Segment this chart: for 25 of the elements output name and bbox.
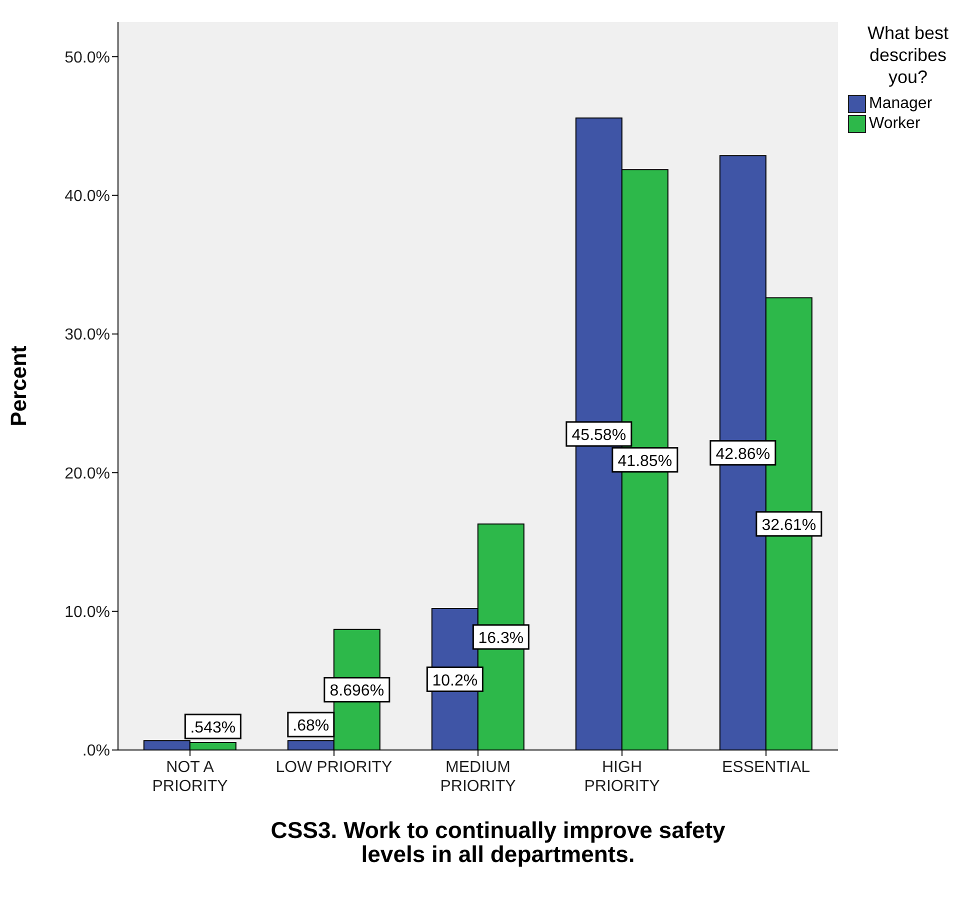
data-label: 8.696% (330, 682, 384, 700)
legend-label: Manager (868, 94, 934, 114)
legend-title: What best describes you? (866, 22, 950, 88)
x-tick-label: MEDIUM PRIORITY (440, 759, 516, 795)
y-axis-title: Percent (6, 344, 31, 426)
y-tick-label: 40.0% (64, 188, 110, 206)
data-label: 45.58% (572, 426, 626, 444)
y-tick-label: 30.0% (64, 326, 110, 344)
x-tick-label: NOT A PRIORITY (152, 759, 228, 795)
data-label: 16.3% (478, 630, 524, 647)
x-tick-label: ESSENTIAL (722, 759, 810, 776)
y-tick-label: 20.0% (64, 465, 110, 482)
data-label: 10.2% (432, 672, 478, 690)
data-label: .543% (190, 719, 236, 736)
y-tick-label: 10.0% (64, 604, 110, 622)
x-tick-label: HIGH PRIORITY (584, 759, 660, 795)
data-label: 32.61% (762, 516, 816, 534)
y-tick-label: 50.0% (64, 49, 110, 66)
data-label: .68% (292, 718, 330, 735)
data-label: 42.86% (716, 446, 770, 463)
legend-label: Worker (868, 114, 922, 134)
x-tick-label: LOW PRIORITY (276, 759, 393, 776)
y-tick-label: .0% (82, 742, 110, 760)
x-axis-title: CSS3. Work to continually improve safety levels in all departments. (270, 817, 726, 867)
data-label: 41.85% (618, 452, 672, 470)
